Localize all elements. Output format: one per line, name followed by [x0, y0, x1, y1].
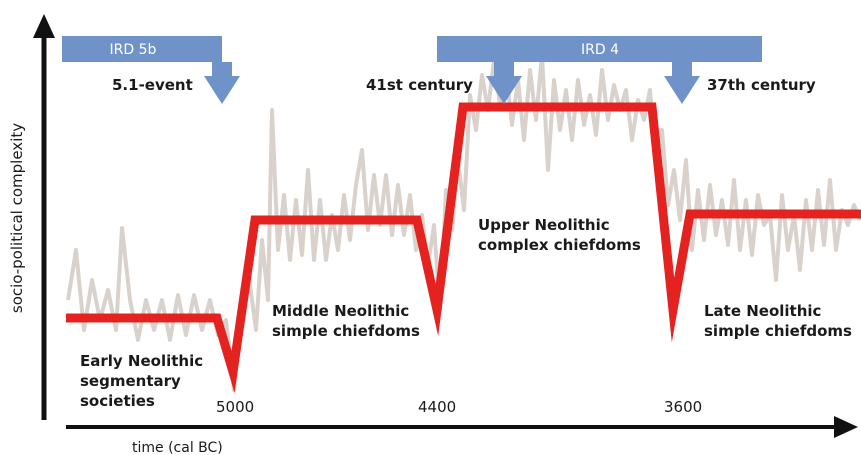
event-label-41st-century: 41st century: [366, 76, 473, 94]
phase-upper-neolithic-line1: Upper Neolithic: [478, 216, 610, 234]
phase-late-neolithic-line1: Late Neolithic: [704, 302, 821, 320]
phase-early-neolithic-line3: societies: [80, 392, 155, 410]
x-axis-arrowhead: [834, 416, 858, 438]
ird-5b-bar: [62, 36, 222, 62]
phase-late-neolithic-line2: simple chiefdoms: [704, 322, 852, 340]
time-tick-4400: 4400: [418, 398, 456, 416]
ird-5b-label: IRD 5b: [110, 42, 157, 58]
complexity-line: [66, 102, 861, 393]
phase-upper-neolithic-line2: complex chiefdoms: [478, 236, 641, 254]
ird-4-arrow-37th: [664, 62, 700, 104]
event-label-5-1: 5.1-event: [112, 76, 193, 94]
ird-5b-arrow: [204, 62, 240, 104]
y-axis-label: socio-political complexity: [8, 123, 26, 313]
phase-middle-neolithic-line2: simple chiefdoms: [272, 322, 420, 340]
x-axis-label: time (cal BC): [132, 440, 223, 455]
event-label-37th-century: 37th century: [707, 76, 816, 94]
time-tick-5000: 5000: [216, 398, 254, 416]
phase-early-neolithic-line1: Early Neolithic: [80, 352, 203, 370]
ird-4-bar: [437, 36, 762, 62]
ird-4-label: IRD 4: [581, 42, 619, 58]
y-axis-arrowhead: [33, 14, 55, 38]
time-tick-3600: 3600: [664, 398, 702, 416]
ird-4-arrow-41st: [486, 62, 522, 104]
phase-early-neolithic-line2: segmentary: [80, 372, 181, 390]
phase-middle-neolithic-line1: Middle Neolithic: [272, 302, 409, 320]
